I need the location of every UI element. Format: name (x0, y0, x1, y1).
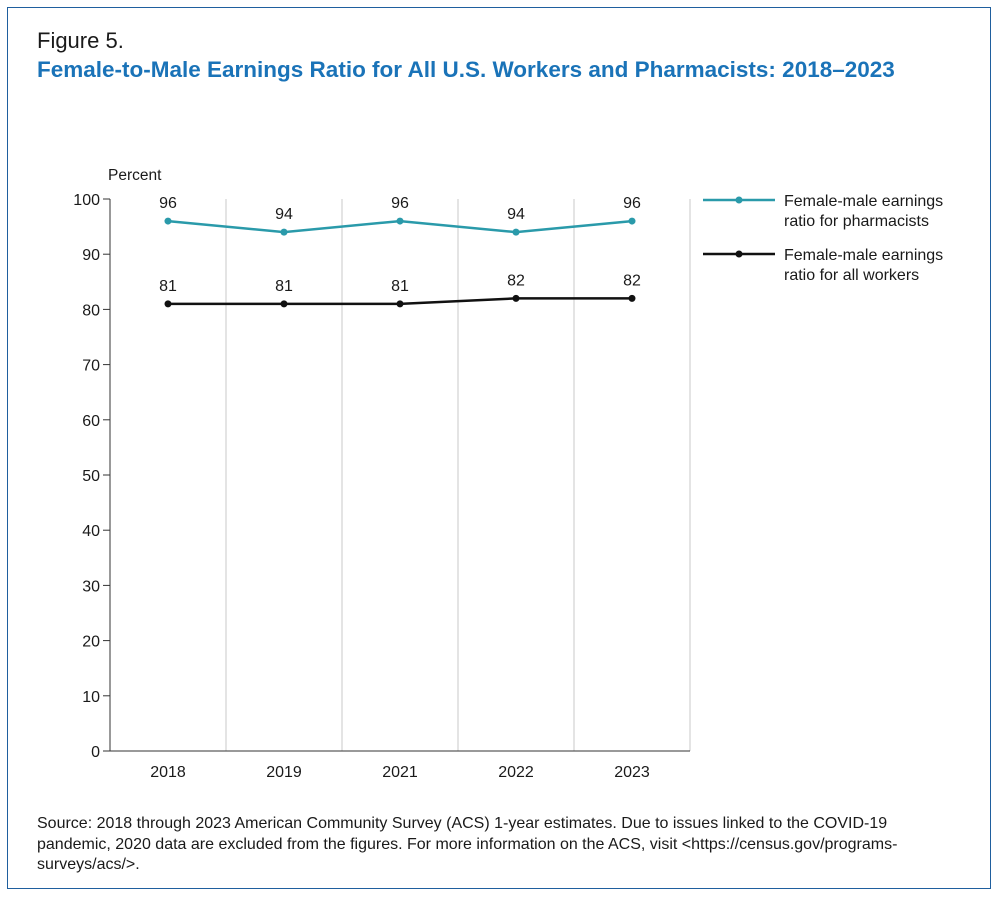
legend-label-line: ratio for pharmacists (784, 213, 929, 230)
legend-label: Female-male earnings ratio for pharmacist… (784, 193, 943, 230)
data-point (280, 300, 288, 308)
data-point (396, 300, 404, 308)
legend-label-line: ratio for all workers (784, 267, 919, 284)
figure-label: Figure 5. (37, 28, 124, 53)
legend-swatch-marker (735, 250, 743, 258)
data-point (628, 294, 636, 302)
y-tick-label: 90 (82, 247, 100, 264)
data-label: 82 (507, 272, 525, 289)
legend-swatch-marker (735, 196, 743, 204)
data-label: 94 (275, 206, 293, 223)
data-point (280, 228, 288, 236)
y-tick-label: 50 (82, 468, 100, 485)
y-tick-label: 10 (82, 689, 100, 706)
y-tick-label: 70 (82, 358, 100, 375)
y-tick-label: 100 (73, 192, 100, 209)
data-point (164, 300, 172, 308)
y-tick-label: 20 (82, 634, 100, 651)
y-tick-label: 40 (82, 523, 100, 540)
y-tick-label: 60 (82, 413, 100, 430)
y-tick-label: 80 (82, 302, 100, 319)
y-tick-label: 0 (91, 744, 100, 761)
legend-label-line: Female-male earnings (784, 193, 943, 210)
x-tick-label: 2018 (150, 764, 186, 781)
figure-title: Female-to-Male Earnings Ratio for All U.… (37, 57, 895, 82)
data-label: 96 (391, 195, 409, 212)
data-point (512, 228, 520, 236)
data-label: 96 (159, 195, 177, 212)
data-point (512, 294, 520, 302)
legend-label: Female-male earnings ratio for all worker… (784, 247, 943, 284)
data-label: 81 (159, 278, 177, 295)
data-point (396, 217, 404, 225)
data-point (164, 217, 172, 225)
source-note: Source: 2018 through 2023 American Commu… (37, 815, 898, 873)
y-tick-label: 30 (82, 578, 100, 595)
y-axis-title: Percent (108, 167, 162, 184)
data-label: 81 (391, 278, 409, 295)
data-point (628, 217, 636, 225)
legend-label-line: Female-male earnings (784, 247, 943, 264)
data-label: 81 (275, 278, 293, 295)
x-tick-label: 2022 (498, 764, 534, 781)
x-tick-label: 2019 (266, 764, 302, 781)
figure-frame (7, 7, 991, 889)
data-label: 94 (507, 206, 525, 223)
data-label: 96 (623, 195, 641, 212)
data-label: 82 (623, 272, 641, 289)
x-tick-label: 2021 (382, 764, 418, 781)
x-tick-label: 2023 (614, 764, 650, 781)
